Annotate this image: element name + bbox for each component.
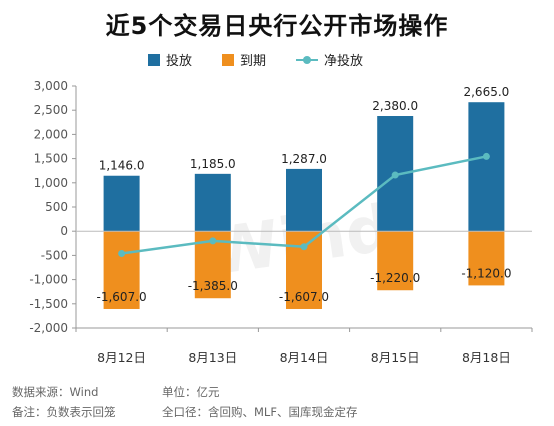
legend-swatch-invest [148, 53, 160, 66]
bar-invest [468, 102, 505, 232]
legend-swatch-net [296, 54, 319, 66]
y-tick-label: 3,000 [34, 79, 68, 93]
data-label-invest: 2,380.0 [372, 99, 418, 113]
point-net [118, 250, 126, 258]
bar-maturity [103, 231, 140, 309]
chart-footer: 数据来源：Wind 单位：亿元 备注：负数表示回笼 全口径：含回购、MLF、国库… [12, 382, 357, 422]
data-label-maturity: -1,607.0 [97, 290, 147, 304]
legend-item-maturity: 到期 [222, 50, 266, 69]
legend-item-invest: 投放 [148, 50, 192, 69]
bar-invest [286, 168, 322, 232]
x-tick-label: 8月13日 [188, 350, 237, 365]
y-tick-label: 1,000 [34, 176, 68, 190]
bar-maturity [468, 231, 505, 286]
data-label-maturity: -1,220.0 [370, 271, 420, 285]
chart-title: 近5个交易日央行公开市场操作 [105, 12, 449, 40]
point-net [209, 237, 217, 245]
data-label-maturity: -1,607.0 [279, 290, 329, 304]
x-tick-label: 8月15日 [371, 350, 420, 365]
legend-swatch-maturity [222, 53, 235, 66]
bar-invest [103, 175, 140, 232]
point-net [300, 243, 308, 251]
y-tick-label: -500 [41, 248, 68, 262]
data-label-invest: 1,287.0 [281, 152, 327, 166]
y-tick-label: 2,000 [34, 127, 68, 141]
legend-label-maturity: 到期 [240, 54, 267, 69]
data-label-invest: 1,185.0 [190, 157, 236, 171]
footer-note: 备注：负数表示回笼 [12, 405, 116, 419]
y-tick-label: 0 [60, 224, 68, 238]
y-tick-label: 500 [45, 200, 68, 214]
bar-invest [194, 173, 231, 232]
x-tick-label: 8月18日 [462, 350, 511, 365]
footer-unit: 单位：亿元 [162, 385, 220, 399]
y-tick-label: -1,500 [29, 297, 68, 311]
chart-legend: 投放 到期 净投放 [148, 50, 363, 69]
point-net [391, 171, 399, 179]
y-tick-label: -2,000 [29, 321, 68, 335]
legend-label-invest: 投放 [166, 54, 193, 69]
footer-scope: 全口径：含回购、MLF、国库现金定存 [162, 405, 358, 419]
y-tick-label: 1,500 [34, 152, 68, 166]
bar-maturity [377, 231, 414, 291]
legend-item-net: 净投放 [296, 50, 363, 69]
y-tick-label: -1,000 [29, 273, 68, 287]
chart-plot: Wind3,0002,5002,0001,5001,0005000-500-1,… [29, 79, 533, 365]
data-label-invest: 1,146.0 [99, 159, 145, 173]
data-label-invest: 2,665.0 [463, 85, 509, 99]
data-label-maturity: -1,385.0 [188, 279, 238, 293]
y-tick-label: 2,500 [34, 103, 68, 117]
data-label-maturity: -1,120.0 [461, 266, 511, 280]
x-tick-label: 8月12日 [97, 350, 146, 365]
x-tick-label: 8月14日 [280, 350, 329, 365]
point-net [482, 152, 490, 160]
legend-label-net: 净投放 [324, 54, 364, 69]
footer-source: 数据来源：Wind [12, 385, 99, 399]
